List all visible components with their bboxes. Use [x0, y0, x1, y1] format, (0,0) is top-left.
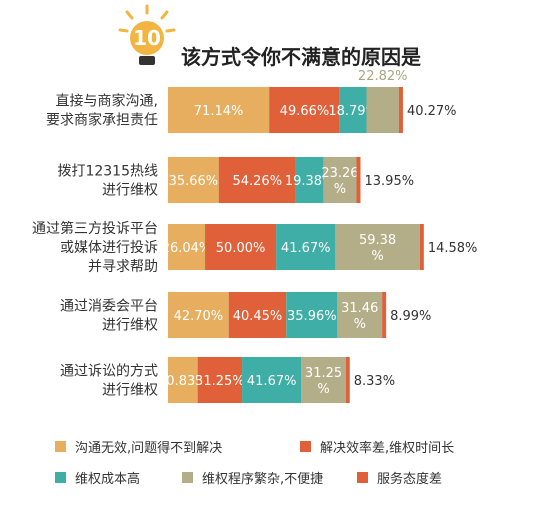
- row-label-1-line-0: 拨打12315热线: [57, 163, 158, 180]
- data-label-r4-s1: 31.25%: [195, 374, 245, 389]
- legend-swatch-1: [300, 441, 311, 452]
- bar-segment-r4-s0: [168, 357, 198, 403]
- bulb-base-icon: [139, 56, 155, 65]
- data-label-r0-s4: 40.27%: [407, 104, 457, 119]
- data-label-r0-s0: 71.14%: [194, 104, 244, 119]
- bar-segment-r2-s0: [168, 224, 206, 270]
- data-label-r1-s1: 54.26%: [232, 174, 282, 189]
- row-label-2-line-0: 通过第三方投诉平台: [32, 220, 158, 237]
- bar-segment-r2-s1: [205, 224, 277, 270]
- legend-label-3: 维权程序繁杂,不便捷: [202, 471, 323, 487]
- bar-segment-r1-s3: [323, 157, 357, 203]
- data-label-r2-s0: 26.04%: [162, 241, 212, 256]
- legend-label-2: 维权成本高: [75, 471, 140, 487]
- data-label-r0-s1: 49.66%: [280, 104, 330, 119]
- data-label-r4-s3: 31.25%: [305, 366, 342, 397]
- row-label-4-line-0: 通过诉讼的方式: [60, 364, 158, 380]
- bar-segment-r3-s1: [228, 292, 287, 338]
- row-label-3-line-0: 通过消委会平台: [60, 299, 158, 315]
- data-label-r1-s0: 35.66%: [169, 174, 219, 189]
- data-label-r1-s3: 23.26%: [321, 166, 358, 197]
- bar-segment-r4-s1: [197, 357, 243, 403]
- bar-segment-r0-s0: [168, 87, 270, 133]
- bar-segment-r1-s1: [218, 157, 296, 203]
- row-label-4-line-1: 进行维权: [102, 383, 158, 399]
- data-label-r2-s2: 41.67%: [281, 241, 331, 256]
- bar-segment-r1-s0: [168, 157, 219, 203]
- data-label-r2-s4: 14.58%: [428, 241, 478, 256]
- data-label-r3-s3: 31.46%: [341, 301, 378, 332]
- row-label-2-line-2: 并寻求帮助: [88, 259, 158, 275]
- legend-swatch-3: [182, 472, 193, 483]
- bar-segment-r0-s3: [366, 87, 399, 133]
- data-label-r4-s4: 8.33%: [354, 374, 395, 389]
- legend-label-4: 服务态度差: [377, 471, 442, 487]
- bar-segment-r2-s3: [335, 224, 420, 270]
- data-label-r2-s1: 50.00%: [216, 241, 266, 256]
- row-label-2-line-1: 或媒体进行投诉: [60, 240, 158, 256]
- legend-label-1: 解决效率差,维权时间长: [320, 440, 454, 456]
- bar-segment-r0-s4: [398, 87, 403, 133]
- bar-segment-r0-s2: [339, 87, 367, 133]
- bar-segment-r0-s1: [269, 87, 340, 133]
- bar-segment-r3-s3: [337, 292, 383, 338]
- data-label-r4-s0: 20.83%: [158, 374, 208, 389]
- data-label-r0-s2: 18.79%: [328, 104, 378, 119]
- title-badge-number: 10: [133, 26, 161, 50]
- bars: 71.14% 49.66% 18.79% 22.82% 40.27% 35.66% 54.2…: [158, 69, 477, 403]
- bar-segment-r2-s4: [419, 224, 424, 270]
- chart-title: 该方式令你不满意的原因是: [181, 45, 421, 69]
- row-label-3-line-1: 进行维权: [102, 318, 158, 334]
- data-label-r3-s0: 42.70%: [174, 309, 224, 324]
- bar-segment-r2-s2: [276, 224, 336, 270]
- row-label-1-line-1: 进行维权: [102, 183, 158, 199]
- row-label-0-line-1: 要求商家承担责任: [46, 112, 158, 129]
- data-label-r0-s3: 22.82%: [358, 69, 408, 84]
- bar-segment-r4-s4: [345, 357, 350, 403]
- title-badge: 10: [118, 4, 176, 65]
- data-label-r4-s2: 41.67%: [247, 374, 297, 389]
- data-label-r1-s4: 13.95%: [365, 174, 415, 189]
- data-label-r3-s1: 40.45%: [233, 309, 283, 324]
- legend-swatch-4: [357, 472, 368, 483]
- data-label-r3-s4: 8.99%: [390, 309, 431, 324]
- legend-swatch-0: [55, 441, 66, 452]
- legend-swatch-2: [55, 472, 66, 483]
- bar-segment-r4-s2: [242, 357, 302, 403]
- data-label-r3-s2: 35.96%: [287, 309, 337, 324]
- bar-segment-r3-s0: [168, 292, 229, 338]
- bar-segment-r1-s4: [356, 157, 361, 203]
- data-label-r1-s2: 19.38%: [285, 174, 335, 189]
- bar-segment-r3-s2: [286, 292, 338, 338]
- bulb-rays-icon: [118, 4, 176, 33]
- bar-segment-r3-s4: [382, 292, 387, 338]
- legend-label-0: 沟通无效,问题得不到解决: [75, 440, 222, 456]
- bar-segment-r4-s3: [301, 357, 346, 403]
- row-label-0-line-0: 直接与商家沟通,: [56, 93, 158, 110]
- data-label-r2-s3: 59.38%: [359, 233, 396, 264]
- row-labels: 直接与商家沟通,要求商家承担责任拨打12315热线进行维权通过第三方投诉平台或媒…: [32, 93, 158, 399]
- bulb-icon: [130, 21, 164, 55]
- bar-segment-r1-s2: [295, 157, 324, 203]
